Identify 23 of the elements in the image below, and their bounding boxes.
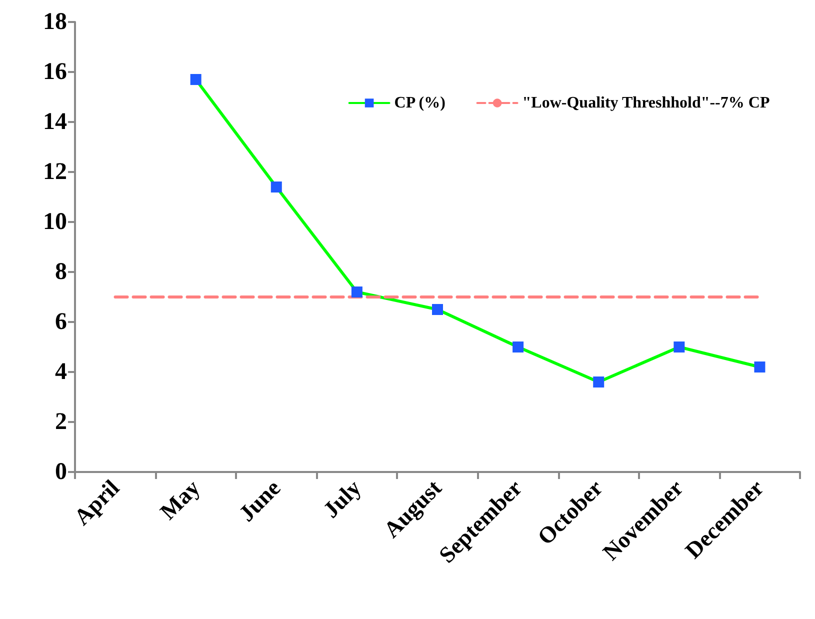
y-tick-label: 14 [43,109,67,135]
point [674,342,685,352]
y-tick-label: 16 [43,59,67,85]
y-tick-label: 18 [43,9,67,35]
y-tick-label: 6 [55,309,67,335]
point [754,362,766,372]
legend-label: CP (%) [394,94,446,112]
y-tick-label: 8 [55,259,67,285]
y-tick-label: 4 [55,359,67,385]
point [432,304,443,315]
y-tick-label: 10 [43,209,67,235]
point [351,286,362,298]
y-tick-label: 2 [55,409,67,435]
x-tick-label: July [318,474,366,523]
legend-label: "Low-Quality Threshhold"--7% CP [522,94,770,112]
point [270,182,282,192]
y-tick-label: 12 [43,159,67,185]
point [512,342,524,352]
point [190,74,202,85]
x-tick-label: June [234,475,286,526]
y-tick-label: 0 [55,459,67,485]
x-tick-label: May [155,474,206,524]
point [593,376,604,388]
